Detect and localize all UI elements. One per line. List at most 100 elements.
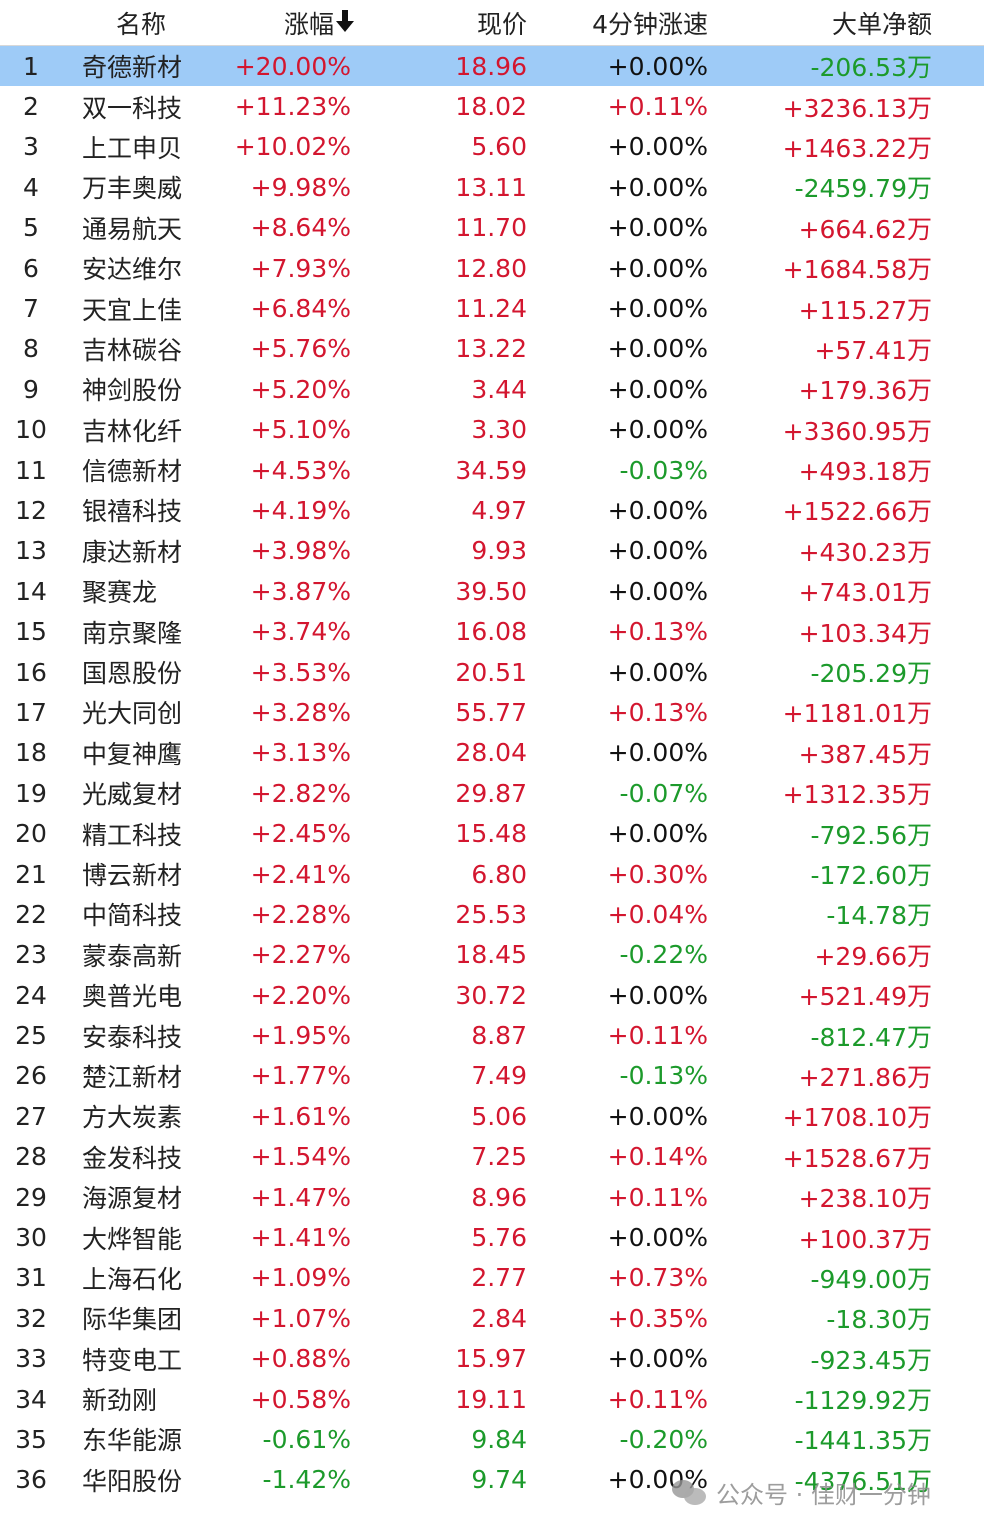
large-order-net: +179.36万 (798, 376, 932, 406)
table-row[interactable]: 9 神剑股份 +5.20% 3.44 +0.00% +179.36万 (0, 369, 984, 409)
table-row[interactable]: 8 吉林碳谷 +5.76% 13.22 +0.00% +57.41万 (0, 329, 984, 369)
table-row[interactable]: 23 蒙泰高新 +2.27% 18.45 -0.22% +29.66万 (0, 935, 984, 975)
stock-name: 精工科技 (82, 820, 183, 850)
table-row[interactable]: 13 康达新材 +3.98% 9.93 +0.00% +430.23万 (0, 531, 984, 571)
table-row[interactable]: 2 双一科技 +11.23% 18.02 +0.11% +3236.13万 (0, 86, 984, 126)
speed-4min: +0.35% (607, 1303, 708, 1333)
speed-4min: -0.13% (619, 1061, 708, 1091)
current-price: 29.87 (455, 778, 527, 808)
table-row[interactable]: 35 东华能源 -0.61% 9.84 -0.20% -1441.35万 (0, 1419, 984, 1459)
stock-name: 神剑股份 (82, 376, 183, 406)
current-price: 7.49 (471, 1061, 527, 1091)
header-price[interactable]: 现价 (400, 0, 527, 45)
change-percent: +1.61% (250, 1101, 351, 1131)
change-percent: +2.20% (250, 980, 351, 1010)
table-row[interactable]: 18 中复神鹰 +3.13% 28.04 +0.00% +387.45万 (0, 733, 984, 773)
speed-4min: +0.11% (607, 1182, 708, 1212)
large-order-net: +1181.01万 (782, 699, 932, 729)
table-row[interactable]: 24 奥普光电 +2.20% 30.72 +0.00% +521.49万 (0, 975, 984, 1015)
stock-name: 国恩股份 (82, 659, 183, 689)
row-index: 8 (23, 334, 39, 364)
table-row[interactable]: 27 方大炭素 +1.61% 5.06 +0.00% +1708.10万 (0, 1096, 984, 1136)
table-row[interactable]: 33 特变电工 +0.88% 15.97 +0.00% -923.45万 (0, 1339, 984, 1379)
current-price: 2.77 (471, 1263, 527, 1293)
table-header: 名称 涨幅 现价 4分钟涨速 大单净额 (0, 0, 984, 46)
row-index: 7 (23, 294, 39, 324)
row-index: 32 (15, 1303, 47, 1333)
table-row[interactable]: 34 新劲刚 +0.58% 19.11 +0.11% -1129.92万 (0, 1379, 984, 1419)
table-row[interactable]: 19 光威复材 +2.82% 29.87 -0.07% +1312.35万 (0, 773, 984, 813)
table-row[interactable]: 22 中简科技 +2.28% 25.53 +0.04% -14.78万 (0, 894, 984, 934)
row-index: 15 (15, 617, 47, 647)
change-percent: +3.87% (250, 576, 351, 606)
table-row[interactable]: 4 万丰奥威 +9.98% 13.11 +0.00% -2459.79万 (0, 167, 984, 207)
speed-4min: +0.30% (607, 859, 708, 889)
table-row[interactable]: 7 天宜上佳 +6.84% 11.24 +0.00% +115.27万 (0, 288, 984, 328)
row-index: 28 (15, 1142, 47, 1172)
table-row[interactable]: 26 楚江新材 +1.77% 7.49 -0.13% +271.86万 (0, 1056, 984, 1096)
current-price: 2.84 (471, 1303, 527, 1333)
current-price: 19.11 (455, 1384, 527, 1414)
speed-4min: +0.13% (607, 697, 708, 727)
change-percent: +2.45% (250, 819, 351, 849)
table-row[interactable]: 30 大烨智能 +1.41% 5.76 +0.00% +100.37万 (0, 1217, 984, 1257)
table-row[interactable]: 28 金发科技 +1.54% 7.25 +0.14% +1528.67万 (0, 1137, 984, 1177)
large-order-net: +238.10万 (798, 1184, 932, 1214)
stock-name: 大烨智能 (82, 1224, 183, 1254)
table-row[interactable]: 12 银禧科技 +4.19% 4.97 +0.00% +1522.66万 (0, 490, 984, 530)
large-order-net: -18.30万 (826, 1305, 932, 1335)
table-row[interactable]: 20 精工科技 +2.45% 15.48 +0.00% -792.56万 (0, 813, 984, 853)
table-row[interactable]: 21 博云新材 +2.41% 6.80 +0.30% -172.60万 (0, 854, 984, 894)
row-index: 31 (15, 1263, 47, 1293)
table-row[interactable]: 3 上工申贝 +10.02% 5.60 +0.00% +1463.22万 (0, 127, 984, 167)
table-row[interactable]: 14 聚赛龙 +3.87% 39.50 +0.00% +743.01万 (0, 571, 984, 611)
change-percent: +1.09% (250, 1263, 351, 1293)
table-row[interactable]: 1 奇德新材 +20.00% 18.96 +0.00% -206.53万 (0, 46, 984, 87)
current-price: 13.11 (455, 172, 527, 202)
current-price: 9.84 (471, 1424, 527, 1454)
change-percent: +2.41% (250, 859, 351, 889)
row-index: 24 (15, 980, 47, 1010)
table-row[interactable]: 10 吉林化纤 +5.10% 3.30 +0.00% +3360.95万 (0, 410, 984, 450)
table-row[interactable]: 6 安达维尔 +7.93% 12.80 +0.00% +1684.58万 (0, 248, 984, 288)
row-index: 2 (23, 92, 39, 122)
change-percent: +5.20% (250, 374, 351, 404)
current-price: 13.22 (455, 334, 527, 364)
row-index: 18 (15, 738, 47, 768)
table-row[interactable]: 17 光大同创 +3.28% 55.77 +0.13% +1181.01万 (0, 692, 984, 732)
table-row[interactable]: 16 国恩股份 +3.53% 20.51 +0.00% -205.29万 (0, 652, 984, 692)
header-name[interactable]: 名称 (82, 0, 200, 45)
table-row[interactable]: 31 上海石化 +1.09% 2.77 +0.73% -949.00万 (0, 1258, 984, 1298)
table-row[interactable]: 25 安泰科技 +1.95% 8.87 +0.11% -812.47万 (0, 1015, 984, 1055)
table-body: 1 奇德新材 +20.00% 18.96 +0.00% -206.53万 2 双一科技 +11.… (0, 46, 984, 1500)
large-order-net: +743.01万 (798, 578, 932, 608)
table-row[interactable]: 5 通易航天 +8.64% 11.70 +0.00% +664.62万 (0, 208, 984, 248)
change-percent: +1.95% (250, 1021, 351, 1051)
header-change[interactable]: 涨幅 (230, 0, 354, 45)
table-row[interactable]: 29 海源复材 +1.47% 8.96 +0.11% +238.10万 (0, 1177, 984, 1217)
large-order-net: -14.78万 (826, 901, 932, 931)
large-order-net: -2459.79万 (794, 174, 932, 204)
header-speed[interactable]: 4分钟涨速 (560, 0, 708, 45)
change-percent: +9.98% (250, 172, 351, 202)
speed-4min: +0.00% (607, 738, 708, 768)
large-order-net: +664.62万 (798, 214, 932, 244)
large-order-net: -1441.35万 (794, 1426, 932, 1456)
table-row[interactable]: 11 信德新材 +4.53% 34.59 -0.03% +493.18万 (0, 450, 984, 490)
table-row[interactable]: 32 际华集团 +1.07% 2.84 +0.35% -18.30万 (0, 1298, 984, 1338)
table-row[interactable]: 36 华阳股份 -1.42% 9.74 +0.00% -4376.51万 (0, 1460, 984, 1500)
header-net[interactable]: 大单净额 (740, 0, 932, 45)
speed-4min: +0.73% (607, 1263, 708, 1293)
speed-4min: +0.00% (607, 132, 708, 162)
large-order-net: -172.60万 (810, 861, 933, 890)
table-row[interactable]: 15 南京聚隆 +3.74% 16.08 +0.13% +103.34万 (0, 611, 984, 651)
speed-4min: +0.00% (607, 536, 708, 566)
speed-4min: +0.00% (607, 172, 708, 202)
stock-name: 蒙泰高新 (82, 941, 183, 971)
speed-4min: +0.00% (607, 294, 708, 324)
stock-name: 安达维尔 (82, 255, 183, 285)
large-order-net: -949.00万 (810, 1264, 933, 1294)
speed-4min: +0.11% (607, 92, 708, 122)
speed-4min: +0.04% (607, 899, 708, 929)
row-index: 12 (15, 495, 47, 525)
